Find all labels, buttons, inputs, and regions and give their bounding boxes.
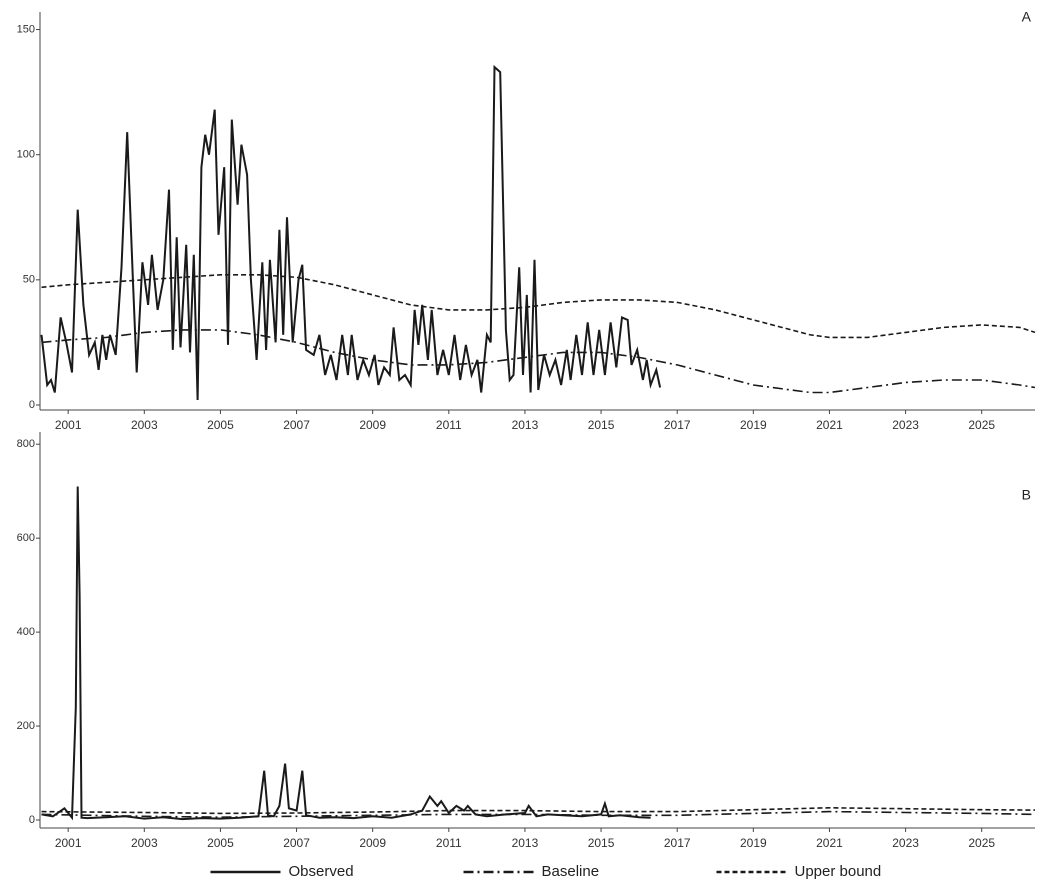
x-tick-label: 2015 bbox=[588, 836, 615, 850]
x-tick-label: 2001 bbox=[55, 418, 82, 432]
x-tick-label: 2023 bbox=[892, 836, 919, 850]
x-tick-label: 2019 bbox=[740, 836, 767, 850]
panel-label: A bbox=[1022, 9, 1032, 25]
panel-label: B bbox=[1022, 487, 1031, 503]
y-tick-label: 800 bbox=[17, 438, 35, 450]
x-tick-label: 2013 bbox=[512, 836, 539, 850]
x-tick-label: 2025 bbox=[968, 418, 995, 432]
legend-label: Observed bbox=[289, 863, 354, 880]
x-tick-label: 2007 bbox=[283, 836, 310, 850]
series-line bbox=[41, 486, 651, 821]
x-tick-label: 2017 bbox=[664, 418, 691, 432]
x-tick-label: 2005 bbox=[207, 418, 234, 432]
x-tick-label: 2009 bbox=[359, 836, 386, 850]
series-line bbox=[41, 810, 1036, 819]
x-tick-label: 2023 bbox=[892, 418, 919, 432]
x-tick-label: 2011 bbox=[436, 836, 462, 850]
series-line bbox=[40, 64, 662, 401]
x-tick-label: 2019 bbox=[740, 418, 767, 432]
y-tick-label: 400 bbox=[17, 626, 35, 638]
y-tick-label: 150 bbox=[17, 23, 35, 35]
x-tick-label: 2013 bbox=[512, 418, 539, 432]
y-tick-label: 200 bbox=[17, 720, 35, 732]
y-tick-label: 50 bbox=[23, 274, 35, 286]
x-tick-label: 2001 bbox=[55, 836, 82, 850]
y-tick-label: 100 bbox=[17, 149, 35, 161]
x-tick-label: 2021 bbox=[816, 836, 843, 850]
x-tick-label: 2005 bbox=[207, 836, 234, 850]
legend-label: Upper bound bbox=[795, 863, 882, 880]
x-tick-label: 2003 bbox=[131, 836, 158, 850]
x-tick-label: 2003 bbox=[131, 418, 158, 432]
x-tick-label: 2015 bbox=[588, 418, 615, 432]
x-tick-label: 2025 bbox=[968, 836, 995, 850]
y-tick-label: 0 bbox=[29, 814, 35, 826]
x-tick-label: 2017 bbox=[664, 836, 691, 850]
series-line bbox=[41, 806, 1036, 815]
y-tick-label: 0 bbox=[29, 399, 35, 411]
x-tick-label: 2009 bbox=[359, 418, 386, 432]
y-tick-label: 600 bbox=[17, 532, 35, 544]
x-tick-label: 2011 bbox=[436, 418, 462, 432]
x-tick-label: 2021 bbox=[816, 418, 843, 432]
x-tick-label: 2007 bbox=[283, 418, 310, 432]
legend-label: Baseline bbox=[542, 863, 600, 880]
series-line bbox=[41, 329, 1036, 394]
